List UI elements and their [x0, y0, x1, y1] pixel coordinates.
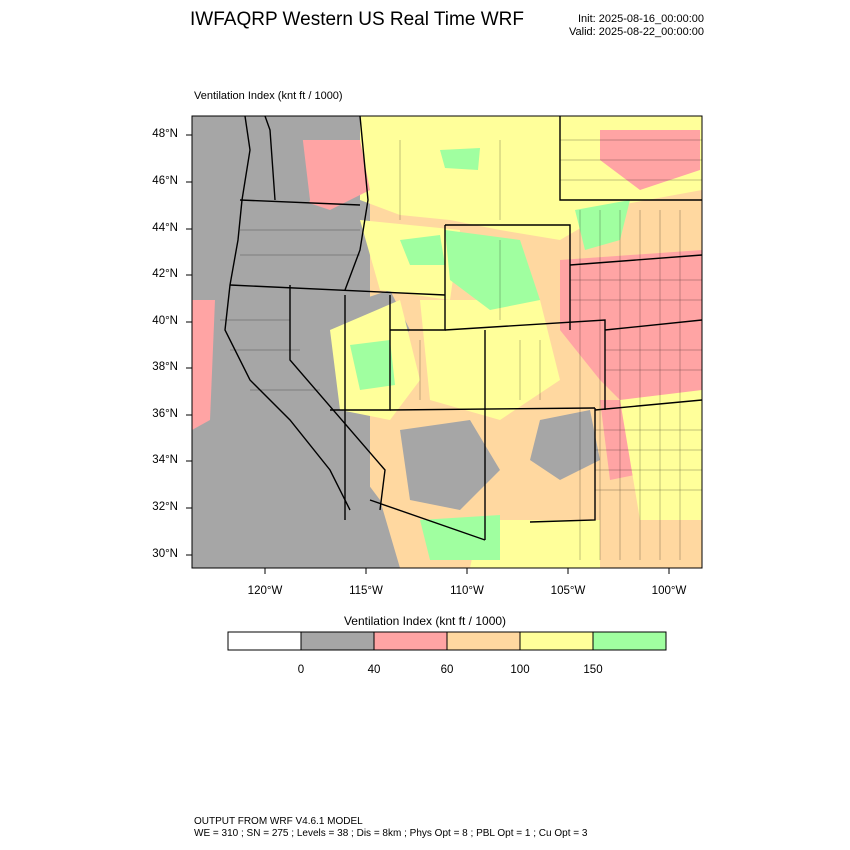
lat-label: 48°N	[152, 128, 178, 140]
colorbar-bin-6	[592, 631, 667, 651]
lon-label: 120°W	[247, 585, 283, 597]
page-title: IWFAQRP Western US Real Time WRF	[190, 9, 524, 30]
lat-label: 30°N	[152, 548, 178, 560]
axis-ticks	[186, 134, 670, 574]
colorbar-bin-5	[519, 631, 594, 651]
run-times: Init: 2025-08-16_00:00:00 Valid: 2025-08…	[569, 13, 704, 39]
lat-label: 46°N	[152, 175, 178, 187]
colorbar-bin-2	[300, 631, 375, 651]
colorbar-tick-label: 0	[297, 664, 305, 676]
lat-label: 36°N	[152, 408, 178, 420]
colorbar-bin-1	[227, 631, 302, 651]
lat-label: 34°N	[152, 454, 178, 466]
coastline	[224, 115, 351, 511]
valid-time: Valid: 2025-08-22_00:00:00	[569, 26, 704, 38]
footer-line-2: WE = 310 ; SN = 275 ; Levels = 38 ; Dis …	[194, 828, 588, 839]
init-time: Init: 2025-08-16_00:00:00	[578, 13, 704, 25]
lat-label: 44°N	[152, 222, 178, 234]
colorbar-tick-label: 60	[440, 664, 454, 676]
lat-label: 32°N	[152, 501, 178, 513]
lat-label: 40°N	[152, 315, 178, 327]
lon-label: 105°W	[550, 585, 586, 597]
lat-label: 38°N	[152, 361, 178, 373]
county-lines	[220, 139, 702, 560]
colorbar-bin-4	[446, 631, 521, 651]
model-footer: OUTPUT FROM WRF V4.6.1 MODEL WE = 310 ; …	[194, 816, 587, 840]
footer-line-1: OUTPUT FROM WRF V4.6.1 MODEL	[194, 816, 363, 827]
colorbar-tick-label: 150	[583, 664, 603, 676]
colorbar	[227, 631, 667, 651]
lat-label: 42°N	[152, 268, 178, 280]
plot-variable-label: Ventilation Index (knt ft / 1000)	[194, 90, 343, 102]
map-field	[192, 116, 702, 568]
lon-label: 110°W	[450, 585, 484, 597]
lon-label: 115°W	[349, 585, 383, 597]
lon-label: 100°W	[651, 585, 687, 597]
colorbar-title: Ventilation Index (knt ft / 1000)	[343, 614, 507, 628]
colorbar-tick-label: 40	[367, 664, 381, 676]
colorbar-tick-label: 100	[510, 664, 530, 676]
colorbar-bin-3	[373, 631, 448, 651]
map-frame	[191, 115, 703, 569]
